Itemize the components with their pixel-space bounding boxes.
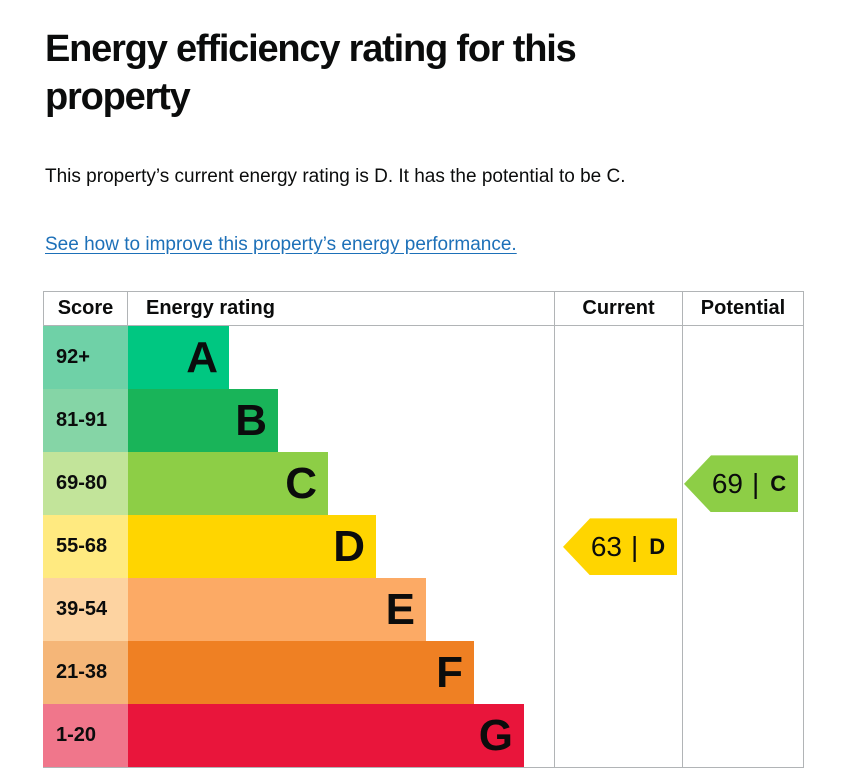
band-score-range: 21-38 [43, 641, 128, 705]
current-cell [554, 452, 682, 516]
chart-header-row: Score Energy rating Current Potential [43, 292, 804, 327]
chart-body: 92+ A 81-91 B 69-80 C 69 | C 55-68 [43, 326, 804, 768]
current-separator: | [630, 530, 639, 562]
band-letter: B [235, 396, 267, 446]
potential-cell [682, 389, 804, 453]
band-bar-area: C [128, 452, 554, 516]
band-score-range: 81-91 [43, 389, 128, 453]
band-bar-area: D [128, 515, 554, 579]
band-bar: F [128, 641, 474, 705]
header-potential: Potential [682, 292, 804, 326]
summary-text: This property’s current energy rating is… [45, 165, 626, 187]
current-cell [554, 704, 682, 768]
band-bar-area: A [128, 326, 554, 390]
current-cell [554, 326, 682, 390]
band-bar: A [128, 326, 229, 390]
current-cell [554, 578, 682, 642]
improve-performance-link[interactable]: See how to improve this property’s energ… [45, 234, 517, 256]
band-letter: A [186, 333, 218, 383]
band-bar: B [128, 389, 278, 453]
band-bar: C [128, 452, 328, 516]
header-energy-rating: Energy rating [146, 297, 275, 320]
header-score: Score [43, 292, 128, 326]
band-bar: E [128, 578, 426, 642]
band-score-range: 55-68 [43, 515, 128, 579]
band-score-range: 69-80 [43, 452, 128, 516]
current-score-value: 63 [590, 530, 622, 562]
band-bar-area: F [128, 641, 554, 705]
potential-score-value: 69 [711, 467, 743, 499]
band-letter: C [285, 459, 317, 509]
rating-band-row: 81-91 B [43, 389, 804, 453]
band-bar-area: E [128, 578, 554, 642]
potential-cell [682, 326, 804, 390]
energy-rating-chart: Score Energy rating Current Potential 92… [43, 291, 804, 769]
band-score-range: 92+ [43, 326, 128, 390]
current-rating-arrow: 63 | D [563, 518, 677, 576]
band-bar: G [128, 704, 524, 768]
band-score-range: 1-20 [43, 704, 128, 768]
current-band-letter: D [649, 533, 666, 559]
potential-rating-arrow: 69 | C [684, 455, 798, 513]
potential-cell: 69 | C [682, 452, 804, 516]
band-letter: F [436, 648, 463, 698]
rating-band-row: 21-38 F [43, 641, 804, 705]
band-bar: D [128, 515, 376, 579]
potential-cell [682, 578, 804, 642]
band-letter: D [333, 522, 365, 572]
potential-band-letter: C [770, 470, 787, 496]
current-cell [554, 389, 682, 453]
band-letter: E [385, 585, 415, 635]
band-score-range: 39-54 [43, 578, 128, 642]
band-bar-area: G [128, 704, 554, 768]
rating-band-row: 55-68 D 63 | D [43, 515, 804, 579]
potential-cell [682, 515, 804, 579]
band-bar-area: B [128, 389, 554, 453]
page-title: Energy efficiency rating for this proper… [45, 28, 577, 118]
header-current: Current [554, 292, 682, 326]
current-cell [554, 641, 682, 705]
potential-separator: | [751, 467, 760, 499]
current-cell: 63 | D [554, 515, 682, 579]
band-letter: G [478, 711, 513, 761]
potential-cell [682, 641, 804, 705]
rating-band-row: 39-54 E [43, 578, 804, 642]
rating-band-row: 92+ A [43, 326, 804, 390]
rating-band-row: 1-20 G [43, 704, 804, 768]
potential-cell [682, 704, 804, 768]
rating-band-row: 69-80 C 69 | C [43, 452, 804, 516]
